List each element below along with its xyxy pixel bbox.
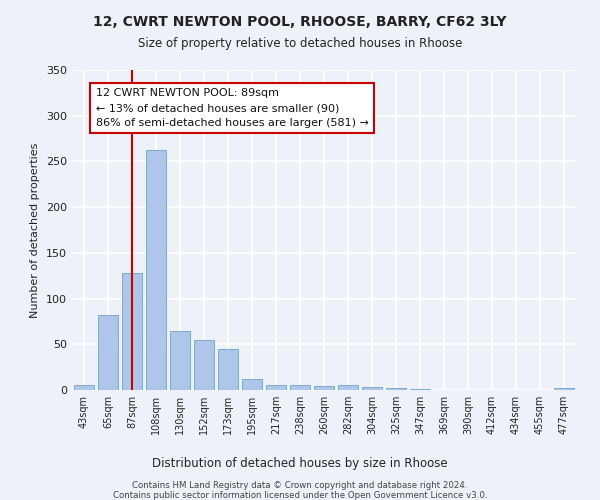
Bar bbox=[410, 389, 430, 390]
Bar bbox=[338, 386, 358, 390]
Y-axis label: Number of detached properties: Number of detached properties bbox=[31, 142, 40, 318]
Bar bbox=[218, 349, 238, 390]
Text: Contains HM Land Registry data © Crown copyright and database right 2024.: Contains HM Land Registry data © Crown c… bbox=[132, 481, 468, 490]
Bar bbox=[362, 388, 382, 390]
Bar bbox=[194, 340, 214, 390]
Bar bbox=[266, 384, 286, 390]
Bar bbox=[122, 273, 142, 390]
Bar bbox=[314, 386, 334, 390]
Bar bbox=[146, 150, 166, 390]
Bar bbox=[554, 388, 574, 390]
Bar bbox=[74, 386, 94, 390]
Text: Distribution of detached houses by size in Rhoose: Distribution of detached houses by size … bbox=[152, 458, 448, 470]
Text: Contains public sector information licensed under the Open Government Licence v3: Contains public sector information licen… bbox=[113, 491, 487, 500]
Text: 12 CWRT NEWTON POOL: 89sqm
← 13% of detached houses are smaller (90)
86% of semi: 12 CWRT NEWTON POOL: 89sqm ← 13% of deta… bbox=[96, 88, 369, 128]
Bar bbox=[98, 315, 118, 390]
Bar bbox=[290, 386, 310, 390]
Bar bbox=[386, 388, 406, 390]
Text: 12, CWRT NEWTON POOL, RHOOSE, BARRY, CF62 3LY: 12, CWRT NEWTON POOL, RHOOSE, BARRY, CF6… bbox=[93, 15, 507, 29]
Text: Size of property relative to detached houses in Rhoose: Size of property relative to detached ho… bbox=[138, 38, 462, 51]
Bar bbox=[170, 330, 190, 390]
Bar bbox=[242, 379, 262, 390]
